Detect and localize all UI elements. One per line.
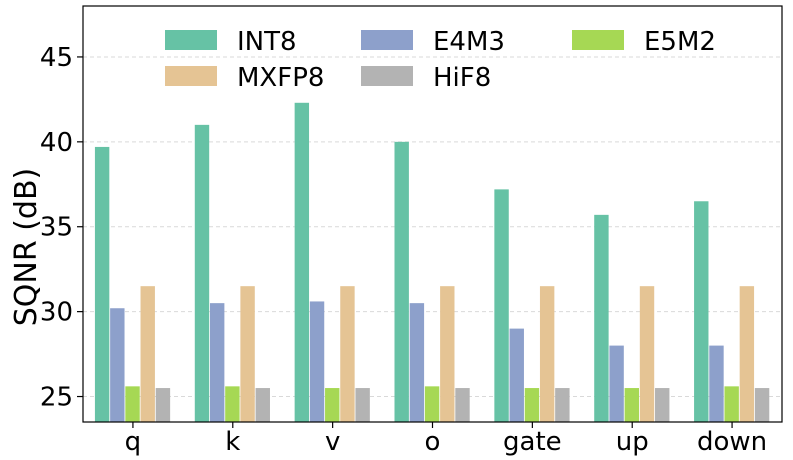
bar-e5m2-o	[424, 386, 440, 422]
legend-label-int8: INT8	[237, 27, 297, 57]
x-tick-label: up	[616, 427, 649, 457]
bar-hif8-k	[255, 388, 270, 422]
legend-swatch-int8	[165, 30, 217, 50]
bar-int8-o	[394, 141, 409, 422]
bars	[94, 102, 770, 423]
bar-e5m2-up	[624, 388, 640, 422]
bar-e4m3-v	[309, 301, 325, 422]
bar-e4m3-q	[110, 308, 125, 422]
x-tick-label: o	[425, 427, 441, 457]
bar-e4m3-gate	[509, 328, 524, 422]
legend-swatch-hif8	[361, 66, 413, 86]
bar-int8-up	[594, 214, 609, 422]
bar-int8-down	[694, 201, 709, 422]
bar-mxfp8-k	[240, 286, 255, 422]
bar-mxfp8-o	[440, 286, 455, 422]
bar-int8-gate	[494, 189, 509, 422]
bar-hif8-v	[355, 388, 370, 422]
bar-e4m3-down	[709, 345, 724, 422]
legend-swatch-e5m2	[572, 30, 624, 50]
x-tick-label: v	[325, 427, 340, 457]
y-tick-label: 25	[40, 383, 73, 413]
y-tick-label: 30	[40, 298, 73, 328]
legend-label-e4m3: E4M3	[433, 27, 505, 57]
axes: 25 30 35 40 45 q k v o gate up down	[40, 5, 783, 457]
x-tick-label: k	[225, 427, 240, 457]
bar-int8-q	[94, 146, 110, 423]
bar-hif8-up	[655, 388, 670, 422]
legend-swatch-mxfp8	[165, 66, 217, 86]
bar-e5m2-k	[225, 386, 240, 422]
bar-hif8-down	[754, 388, 770, 422]
gridlines	[83, 56, 782, 398]
legend-label-e5m2: E5M2	[644, 27, 716, 57]
bar-e5m2-q	[125, 386, 140, 422]
y-tick-label: 45	[40, 43, 73, 73]
bar-e5m2-gate	[524, 388, 540, 422]
legend: INT8 E4M3 E5M2 MXFP8 HiF8	[165, 27, 716, 93]
bar-int8-k	[194, 124, 210, 422]
bar-e4m3-k	[209, 303, 225, 422]
bar-mxfp8-q	[140, 286, 155, 422]
bar-hif8-q	[155, 388, 171, 422]
x-tick-label: q	[125, 427, 142, 457]
bar-hif8-o	[455, 388, 470, 422]
x-tick-label: down	[697, 427, 767, 457]
bar-e4m3-o	[409, 303, 425, 422]
legend-label-hif8: HiF8	[433, 63, 491, 93]
x-tick-label: gate	[503, 427, 562, 457]
bar-e4m3-up	[609, 345, 624, 422]
bar-mxfp8-v	[340, 286, 355, 422]
bar-hif8-gate	[555, 388, 570, 422]
legend-label-mxfp8: MXFP8	[237, 63, 324, 93]
bar-mxfp8-down	[739, 286, 755, 422]
bar-e5m2-v	[325, 388, 340, 422]
y-tick-label: 35	[40, 213, 73, 243]
y-tick-label: 40	[40, 128, 73, 158]
bar-int8-v	[294, 102, 310, 422]
bar-mxfp8-gate	[539, 286, 555, 422]
bar-mxfp8-up	[639, 286, 655, 422]
y-axis-label: SQNR (dB)	[9, 168, 44, 327]
plot-frame	[82, 5, 783, 423]
legend-swatch-e4m3	[361, 30, 413, 50]
bar-e5m2-down	[724, 386, 739, 422]
